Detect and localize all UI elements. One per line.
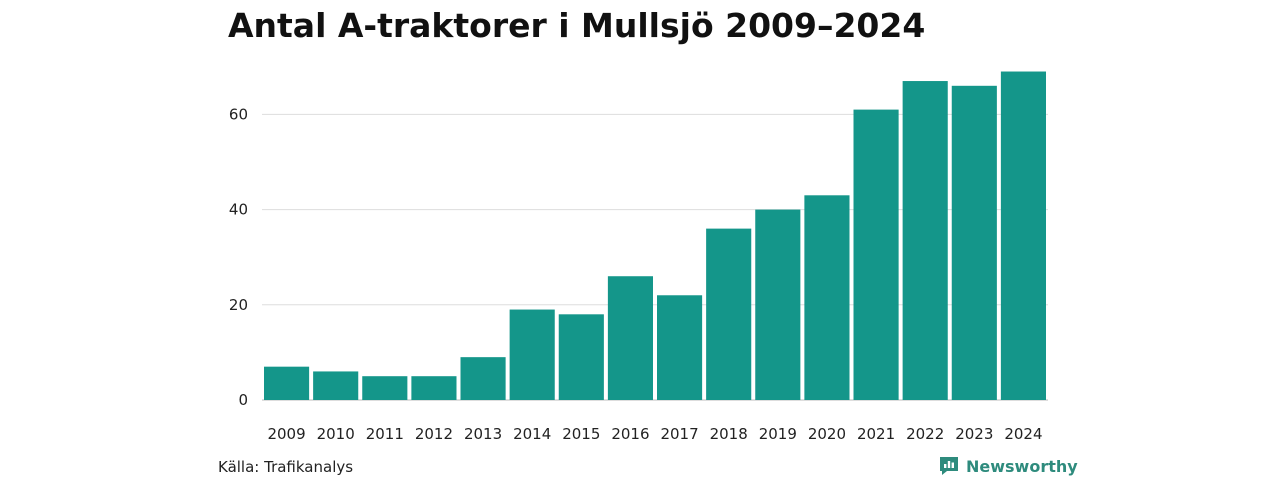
- x-tick-label: 2017: [660, 425, 698, 443]
- y-tick-label: 0: [238, 391, 248, 409]
- y-tick-label: 40: [229, 201, 248, 219]
- x-tick-label: 2019: [759, 425, 797, 443]
- y-axis-ticks: 0 20 40 60: [229, 105, 248, 409]
- x-tick-label: 2024: [1004, 425, 1042, 443]
- bar-2023: [951, 85, 997, 400]
- x-tick-label: 2021: [857, 425, 895, 443]
- x-tick-label: 2009: [267, 425, 305, 443]
- bar-2010: [313, 371, 359, 400]
- bar-2013: [460, 357, 506, 400]
- bar-2024: [1000, 71, 1046, 401]
- bar-2018: [706, 228, 752, 400]
- y-tick-label: 20: [229, 296, 248, 314]
- bar-2012: [411, 376, 457, 400]
- bar-2011: [362, 376, 408, 400]
- newsworthy-icon: [940, 457, 958, 475]
- x-axis-ticks: 2009 2010 2011 2012 2013 2014 2015 2016 2017 2018…: [267, 425, 1042, 443]
- x-tick-label: 2013: [464, 425, 502, 443]
- chart-title: Antal A-traktorer i Mullsjö 2009–2024: [228, 6, 926, 45]
- x-tick-label: 2016: [611, 425, 649, 443]
- x-tick-label: 2018: [710, 425, 748, 443]
- bars: [264, 71, 1046, 401]
- bar-2014: [509, 309, 555, 400]
- bar-2022: [902, 81, 948, 401]
- bar-2020: [804, 195, 850, 400]
- brand-logo: Newsworthy: [938, 455, 1078, 477]
- x-tick-label: 2023: [955, 425, 993, 443]
- x-tick-label: 2010: [317, 425, 355, 443]
- x-tick-label: 2012: [415, 425, 453, 443]
- bar-2017: [657, 295, 703, 400]
- source-note: Källa: Trafikanalys: [218, 458, 354, 476]
- bar-2019: [755, 209, 801, 400]
- y-tick-label: 60: [229, 105, 248, 123]
- bar-2009: [264, 366, 310, 400]
- bar-2016: [607, 276, 653, 400]
- x-tick-label: 2011: [366, 425, 404, 443]
- x-tick-label: 2015: [562, 425, 600, 443]
- bar-2021: [853, 109, 899, 400]
- brand-name: Newsworthy: [966, 456, 1078, 476]
- x-tick-label: 2014: [513, 425, 551, 443]
- bar-2015: [558, 314, 604, 400]
- x-tick-label: 2022: [906, 425, 944, 443]
- x-tick-label: 2020: [808, 425, 846, 443]
